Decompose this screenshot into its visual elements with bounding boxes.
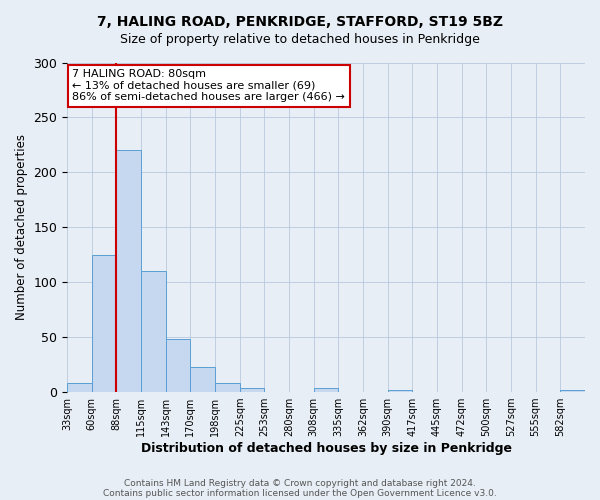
Bar [560, 390, 585, 392]
Text: Size of property relative to detached houses in Penkridge: Size of property relative to detached ho… [120, 32, 480, 46]
Bar [190, 367, 215, 392]
Text: Contains public sector information licensed under the Open Government Licence v3: Contains public sector information licen… [103, 488, 497, 498]
Text: 7 HALING ROAD: 80sqm
← 13% of detached houses are smaller (69)
86% of semi-detac: 7 HALING ROAD: 80sqm ← 13% of detached h… [73, 69, 345, 102]
Bar [116, 150, 141, 392]
Bar [67, 384, 92, 392]
Bar [166, 340, 190, 392]
Bar [240, 388, 265, 392]
Bar [215, 384, 240, 392]
X-axis label: Distribution of detached houses by size in Penkridge: Distribution of detached houses by size … [140, 442, 512, 455]
Text: 7, HALING ROAD, PENKRIDGE, STAFFORD, ST19 5BZ: 7, HALING ROAD, PENKRIDGE, STAFFORD, ST1… [97, 15, 503, 29]
Y-axis label: Number of detached properties: Number of detached properties [15, 134, 28, 320]
Text: Contains HM Land Registry data © Crown copyright and database right 2024.: Contains HM Land Registry data © Crown c… [124, 478, 476, 488]
Bar [314, 388, 338, 392]
Bar [141, 271, 166, 392]
Bar [92, 255, 116, 392]
Bar [388, 390, 412, 392]
